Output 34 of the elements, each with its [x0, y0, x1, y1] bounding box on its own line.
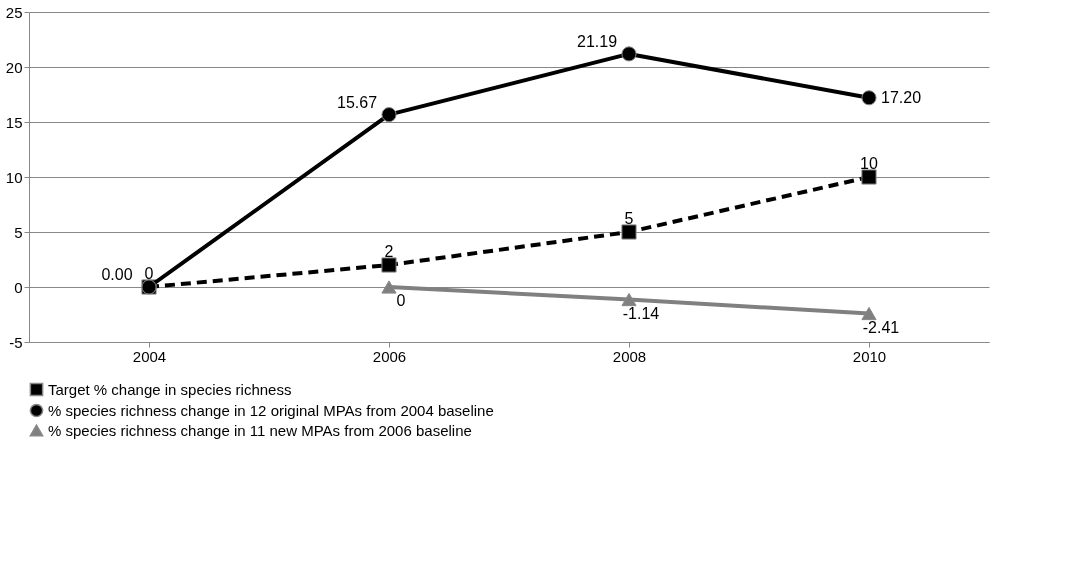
y-tick-label: 20 [5, 58, 23, 76]
y-tick-label: 10 [5, 168, 23, 186]
point [861, 169, 877, 185]
data-label: 10 [860, 155, 878, 172]
x-tick-label: 2010 [852, 347, 887, 365]
point [621, 292, 637, 307]
data-label: -1.14 [622, 304, 660, 322]
point [861, 306, 877, 321]
x-tick-label: 2004 [132, 347, 167, 365]
data-label: 17.20 [880, 88, 922, 106]
y-tick-label: 25 [5, 3, 23, 21]
point [381, 280, 397, 294]
data-label: 15.67 [336, 93, 378, 111]
point [621, 46, 637, 62]
data-label: 0 [144, 265, 154, 282]
point [621, 224, 637, 240]
legend-label: % species richness change in 12 original MPAs from 2004 baseline [48, 401, 494, 419]
legend-label: Target % change in species richness [48, 380, 292, 398]
legend-label: % species richness change in 11 new MPAs from 2006 baseline [48, 421, 472, 439]
data-label: 21.19 [576, 32, 618, 50]
x-tick-label: 2006 [372, 347, 407, 365]
x-tick-label: 2008 [612, 347, 647, 365]
data-label: 0.00 [101, 266, 133, 283]
y-tick-label: 15 [5, 113, 23, 131]
data-label: 2 [384, 243, 394, 260]
y-tick-label: -5 [9, 333, 23, 351]
y-tick-label: 0 [14, 278, 23, 296]
data-label: -2.41 [862, 318, 900, 336]
point [381, 107, 397, 123]
point [381, 257, 397, 273]
y-tick-label: 5 [14, 223, 23, 241]
point [861, 90, 877, 106]
data-label: 5 [624, 210, 634, 227]
data-label: 0 [396, 292, 406, 309]
